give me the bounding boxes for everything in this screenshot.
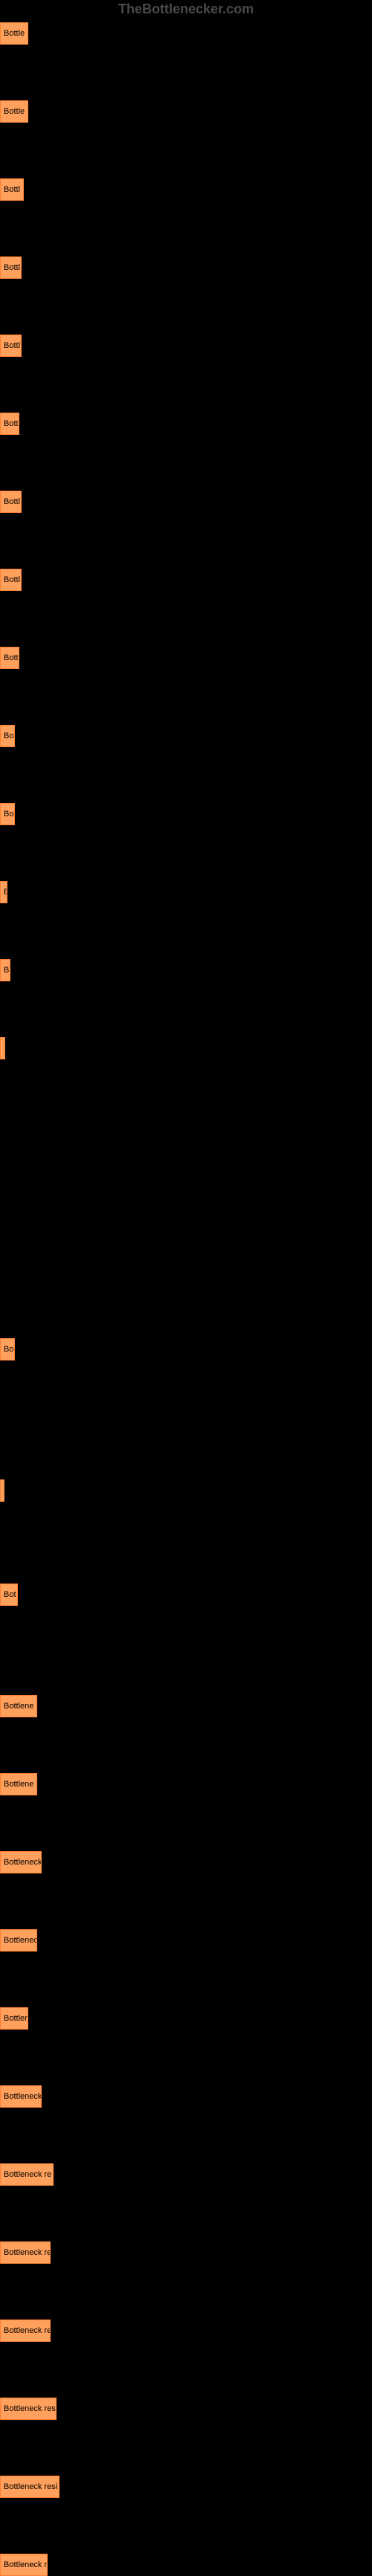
bar-row: Bo xyxy=(0,1338,372,1360)
bar-label: Bottleneck xyxy=(4,1858,42,1867)
bar-row: Bottl xyxy=(0,178,372,201)
chart-bar: Bott xyxy=(0,413,19,435)
chart-bar: Bottl xyxy=(0,256,22,279)
bar-label: Bottler xyxy=(4,2014,28,2023)
chart-bar xyxy=(0,1479,4,1502)
bar-row: Bottleneck resi xyxy=(0,2398,372,2420)
bar-chart: Bottle Bottle Bottl Bottl Bottl Bott Bottl Bott… xyxy=(0,0,372,2379)
bar-label: Bottl xyxy=(4,575,20,584)
chart-bar: Bott xyxy=(0,647,19,669)
chart-bar: Bottle xyxy=(0,100,28,123)
chart-bar: B xyxy=(0,881,7,903)
bar-label: Bottlene xyxy=(4,1780,33,1789)
bar-label: Bottleneck resi xyxy=(4,2482,57,2491)
bar-label: B xyxy=(4,888,7,897)
chart-bar: Bot xyxy=(0,1584,18,1606)
bar-label: Bottleneck re xyxy=(4,2248,51,2257)
bar-row: Bottleneck re xyxy=(0,2241,372,2264)
bar-row: Bo xyxy=(0,725,372,747)
bar-label: Bo xyxy=(4,732,13,740)
bar-row: Bott xyxy=(0,647,372,669)
bar-row: Bottleneck xyxy=(0,1851,372,1873)
bar-row: Bottlene xyxy=(0,1773,372,1795)
chart-bar: Bottleneck re xyxy=(0,2163,54,2186)
chart-bar: Bo xyxy=(0,725,15,747)
bar-label: Bottleneck resi xyxy=(4,2404,57,2413)
bar-row: Bottl xyxy=(0,335,372,357)
bar-row: Bottleneck resi xyxy=(0,2476,372,2498)
bar-row: Bottleneck re xyxy=(0,2163,372,2186)
chart-bar: Bottleneck re xyxy=(0,2241,51,2264)
bar-row: Bottlene xyxy=(0,1695,372,1717)
chart-bar: Bottleneck re xyxy=(0,2320,51,2342)
bar-label: Bottle xyxy=(4,29,25,38)
bar-row: Bottl xyxy=(0,569,372,591)
chart-bar: Bottleneo xyxy=(0,1929,37,1952)
bar-row: Bot xyxy=(0,1584,372,1606)
bar-row xyxy=(0,1037,372,1059)
chart-bar: Bottleneck resi xyxy=(0,2476,60,2498)
bar-row: Bottleneck xyxy=(0,2085,372,2108)
chart-bar: Bottleneck xyxy=(0,1851,42,1873)
chart-bar: Bottl xyxy=(0,335,22,357)
bar-label: Bottl xyxy=(4,497,20,506)
bar-row: Bo xyxy=(0,803,372,825)
chart-bar: Bottlene xyxy=(0,1695,37,1717)
chart-bar: Bottl xyxy=(0,491,22,513)
bar-label: B xyxy=(4,966,9,975)
bar-row: Bottl xyxy=(0,491,372,513)
bar-label: Bott xyxy=(4,419,19,428)
chart-bar: Bottleneck r xyxy=(0,2554,48,2576)
bar-row: Bottleneo xyxy=(0,1929,372,1952)
bar-label: Bottleneo xyxy=(4,1936,37,1945)
bar-row: Bottl xyxy=(0,256,372,279)
bar-label: Bottl xyxy=(4,263,20,272)
chart-bar: Bottlene xyxy=(0,1773,37,1795)
bar-label: Bot xyxy=(4,1590,16,1599)
bar-row: Bottler xyxy=(0,2007,372,2030)
bar-label: Bottleneck xyxy=(4,2092,42,2101)
chart-bar xyxy=(0,1037,5,1059)
bar-label: Bo xyxy=(4,1345,13,1354)
bar-label: Bottl xyxy=(4,341,20,350)
bar-label: Bottleneck r xyxy=(4,2560,47,2569)
chart-bar: Bottleneck xyxy=(0,2085,42,2108)
chart-bar: Bo xyxy=(0,1338,15,1360)
chart-bar: Bottl xyxy=(0,178,24,201)
bar-row: Bott xyxy=(0,413,372,435)
bar-row: Bottle xyxy=(0,100,372,123)
bar-row: B xyxy=(0,959,372,981)
bar-label: Bottle xyxy=(4,107,25,116)
bar-row: Bottleneck re xyxy=(0,2320,372,2342)
chart-bar: Bottler xyxy=(0,2007,28,2030)
chart-bar: Bottl xyxy=(0,569,22,591)
bar-label: Bo xyxy=(4,810,13,819)
chart-bar: Bottle xyxy=(0,22,28,45)
chart-bar: Bottleneck resi xyxy=(0,2398,57,2420)
bar-row xyxy=(0,1479,372,1502)
chart-bar: Bo xyxy=(0,803,15,825)
bar-label: Bottl xyxy=(4,185,20,194)
bar-row: B xyxy=(0,881,372,903)
bar-label: Bottlene xyxy=(4,1702,33,1711)
bar-label: Bott xyxy=(4,653,19,662)
bar-label: Bottleneck re xyxy=(4,2170,51,2179)
bar-label: Bottleneck re xyxy=(4,2326,51,2335)
bar-row: Bottle xyxy=(0,22,372,45)
bar-row: Bottleneck r xyxy=(0,2554,372,2576)
chart-bar: B xyxy=(0,959,10,981)
